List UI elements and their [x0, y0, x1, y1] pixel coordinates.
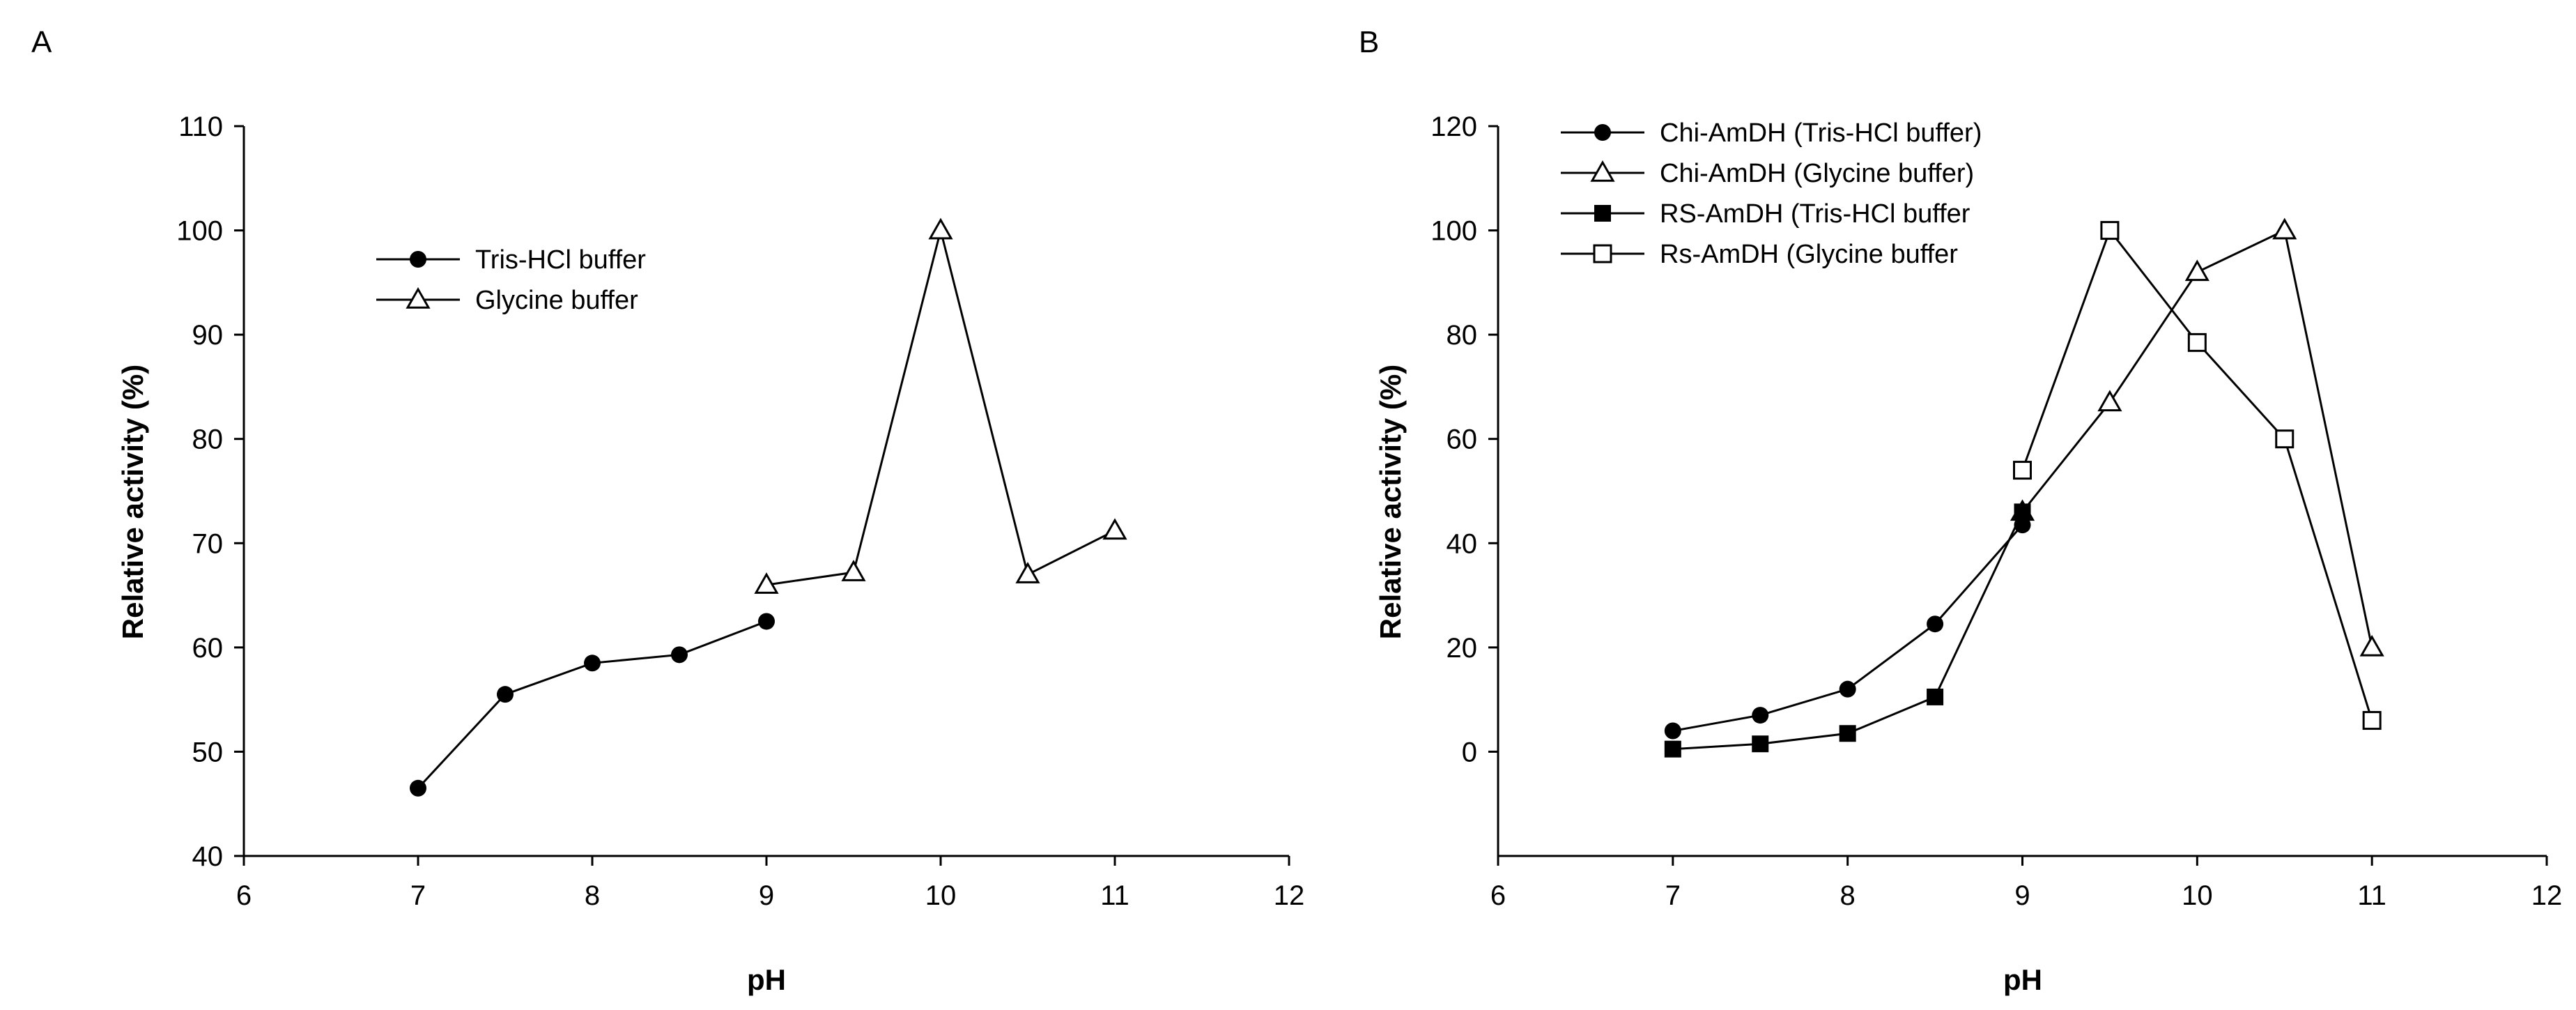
- panel-b-legend-1-label: Chi-AmDH (Glycine buffer): [1660, 159, 1974, 188]
- panel-b-legend-3-label: Rs-AmDH (Glycine buffer: [1660, 240, 1958, 269]
- panel-b-series-1-line: [2021, 229, 2373, 648]
- panel-a-x-tick-label: 10: [925, 880, 957, 911]
- panel-b-series-3-point: [2013, 461, 2032, 480]
- panel-b-series-3-point: [2362, 711, 2382, 730]
- panel-b-legend-0-label: Chi-AmDH (Tris-HCl buffer): [1660, 118, 1982, 148]
- panel-a-series-1-point: [928, 217, 953, 240]
- panel-b-legend-3-marker: [1593, 244, 1612, 263]
- panel-a-x-tick-label: 11: [1100, 880, 1129, 911]
- panel-b-series-0-point: [1927, 615, 1944, 633]
- panel-b-y-tick-label: 80: [1447, 320, 1478, 351]
- panel-a-y-tick-label: 110: [178, 112, 223, 142]
- panel-a-x-axis-title: pH: [747, 963, 786, 996]
- panel-a-series-0-line: [417, 620, 767, 789]
- panel-b-series-1-point: [2097, 390, 2122, 412]
- panel-b-x-axis-title: pH: [2003, 963, 2042, 996]
- panel-a-series-1-point: [1015, 562, 1040, 583]
- panel-a-series-1-point: [1102, 518, 1127, 540]
- panel-b-series-3-point: [2100, 221, 2120, 240]
- panel-a-x-tick-label: 6: [236, 880, 252, 911]
- panel-a-series-1-point: [754, 572, 779, 594]
- panel-b-series-0-point: [1839, 680, 1856, 698]
- panel-b-x-tick-label: 12: [2531, 880, 2563, 911]
- panel-a-y-tick-label: 40: [192, 841, 224, 872]
- panel-b-label: B: [1359, 25, 1379, 59]
- panel-b-series-0-point: [1752, 707, 1769, 724]
- panel-a-y-tick-label: 70: [192, 528, 224, 559]
- panel-b-x-tick-label: 9: [2014, 880, 2030, 911]
- panel-a-series-1-line: [766, 230, 1116, 586]
- panel-a-legend-1-label: Glycine buffer: [475, 286, 638, 315]
- panel-b-legend-1-marker: [1590, 160, 1615, 182]
- panel-a-y-axis-title: Relative activity (%): [116, 365, 149, 640]
- panel-b-legend-2-label: RS-AmDH (Tris-HCl buffer: [1660, 199, 1970, 229]
- panel-b-series-2-line: [1672, 511, 2023, 751]
- panel-b-y-tick-label: 120: [1430, 112, 1477, 142]
- panel-a-x-tick-label: 12: [1274, 880, 1305, 911]
- panel-a-legend-0-marker: [410, 251, 426, 268]
- panel-b-series-2-point: [1664, 740, 1681, 758]
- panel-b-series-3-point: [2275, 429, 2295, 449]
- panel-b-legend-0-marker: [1594, 124, 1611, 141]
- panel-a: pH Relative activity (%) 6 7 8 9 10 11 12 40 50 6…: [116, 112, 1304, 996]
- panel-a-y-tick-label: 80: [192, 424, 224, 455]
- panel-b-x-tick-label: 8: [1840, 880, 1856, 911]
- panel-b-y-tick-label: 20: [1447, 633, 1478, 664]
- panel-b-series-2-point: [1752, 735, 1769, 753]
- panel-b-y-axis-title: Relative activity (%): [1374, 365, 1407, 640]
- panel-b-y-tick-label: 0: [1462, 737, 1477, 767]
- panel-b-series-3-point: [2187, 332, 2207, 352]
- panel-a-series-0-point: [497, 686, 514, 703]
- panel-a-y-tick-label: 100: [176, 216, 223, 247]
- panel-a-x-tick-label: 7: [410, 880, 426, 911]
- panel-a-x-tick-label: 9: [759, 880, 774, 911]
- panel-a-series-1-point: [841, 560, 866, 581]
- panel-b-x-tick-label: 7: [1665, 880, 1681, 911]
- panel-b-x-tick-label: 11: [2357, 880, 2386, 911]
- panel-b-series-2-point: [1839, 725, 1856, 742]
- panel-a-y-tick-label: 90: [192, 320, 224, 351]
- panel-b-series-0-point: [1664, 722, 1681, 740]
- panel-a-series-0-point: [410, 779, 426, 797]
- panel-b: pH Relative activity (%) 6 7 8 9 10 11 1202040…: [1374, 112, 2562, 996]
- panel-b-series-1-point: [2184, 259, 2209, 282]
- panel-b-y-tick-label: 100: [1430, 216, 1477, 247]
- panel-b-series-2-point: [1927, 688, 1944, 705]
- panel-b-x-tick-label: 6: [1490, 880, 1506, 911]
- panel-a-y-tick-label: 60: [192, 633, 224, 664]
- panel-a-series-0-point: [671, 646, 688, 664]
- panel-b-series-0-line: [1672, 524, 2023, 732]
- panel-a-x-tick-label: 8: [585, 880, 600, 911]
- panel-b-series-3-line: [2021, 228, 2373, 721]
- panel-b-series-2-point: [2014, 503, 2031, 521]
- panel-b-x-tick-label: 10: [2182, 880, 2213, 911]
- panel-b-legend-2-marker: [1594, 205, 1611, 222]
- panel-b-y-tick-label: 60: [1447, 424, 1478, 455]
- panel-a-legend-1-marker: [406, 286, 431, 309]
- panel-a-y-tick-label: 50: [192, 737, 224, 767]
- panel-b-series-1-point: [2272, 217, 2297, 240]
- panel-b-series-1-point: [2359, 634, 2384, 657]
- panel-a-series-0-point: [758, 613, 775, 630]
- panel-a-series-0-point: [584, 655, 601, 672]
- panel-b-y-tick-label: 40: [1447, 528, 1478, 559]
- panel-a-label: A: [31, 25, 52, 59]
- panel-a-legend-0-label: Tris-HCl buffer: [475, 245, 646, 275]
